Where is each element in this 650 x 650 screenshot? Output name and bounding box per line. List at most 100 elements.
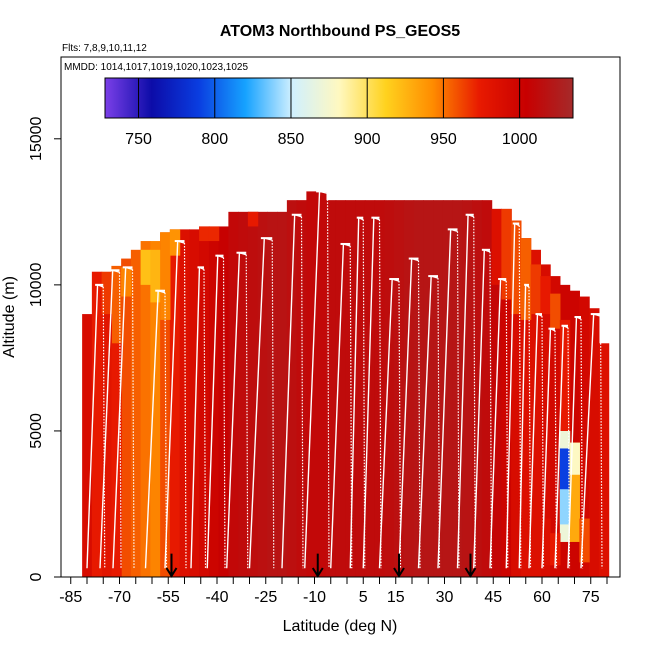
arrow-marker-head — [464, 567, 477, 578]
heatmap-column — [316, 191, 327, 577]
heatmap-column — [413, 200, 424, 577]
flight-profile-descent — [326, 193, 330, 569]
flight-profile-descent — [580, 318, 584, 569]
flight-profile-descent — [271, 240, 275, 569]
colorbar-tick-label: 850 — [278, 131, 305, 148]
colorbar-tick-label: 950 — [430, 131, 457, 148]
heatmap-cell — [569, 442, 580, 475]
heatmap-column — [189, 229, 200, 577]
y-tick-label: 15000 — [28, 116, 45, 161]
y-tick-label: 10000 — [28, 263, 45, 308]
x-tick-label: 75 — [582, 589, 600, 606]
arrow-marker-head — [311, 567, 324, 578]
heatmap-cell — [550, 293, 561, 329]
arrow-markers — [165, 553, 477, 578]
heatmap-cell — [101, 314, 112, 577]
flight-profile-descent — [164, 292, 168, 569]
flight-profile-descent — [203, 269, 207, 569]
heatmap-column — [598, 343, 610, 577]
heatmap-cell — [540, 518, 551, 566]
y-tick-label: 5000 — [28, 413, 45, 449]
heatmap-column — [140, 241, 151, 577]
heatmap-cell — [111, 343, 122, 577]
flight-profile-descent — [362, 219, 366, 569]
heatmap-cell — [160, 232, 171, 320]
x-tick-label: -85 — [59, 589, 82, 606]
flight-profile-descent — [567, 327, 571, 569]
heatmap-column — [423, 200, 434, 577]
heatmap-cell — [150, 249, 161, 303]
flight-profile-descent — [378, 219, 382, 569]
heatmap-column — [238, 211, 249, 577]
heatmap-column — [169, 229, 181, 577]
heatmap-column — [569, 290, 580, 577]
heatmap-column — [355, 200, 366, 577]
flight-profile-descent — [118, 272, 122, 569]
flight-profile-descent — [183, 243, 187, 569]
colorbar-tick-label: 1000 — [502, 131, 538, 148]
heatmap-cell — [569, 442, 580, 542]
x-tick-label: -55 — [157, 589, 180, 606]
heatmap-cell — [169, 229, 181, 256]
heatmap-cell — [491, 208, 502, 285]
flight-profile-descent — [222, 257, 226, 569]
colorbar-tick-label: 750 — [125, 131, 152, 148]
heatmap-column — [91, 271, 103, 577]
x-axis-label: Latitude (deg N) — [283, 618, 398, 635]
flight-profile-descent — [599, 316, 603, 569]
x-tick-label: -25 — [254, 589, 277, 606]
heatmap-column — [277, 211, 288, 577]
dates-annotation: MMDD: 1014,1017,1019,1020,1023,1025 — [64, 62, 248, 73]
x-tick-label: 30 — [436, 589, 454, 606]
colorbar: 750 800 850 900 950 1000 — [104, 77, 574, 148]
heatmap-cell — [501, 208, 512, 300]
flight-profile-descent — [131, 269, 135, 569]
heatmap-column — [150, 241, 161, 577]
heatmap-column — [530, 249, 541, 577]
heatmap-column — [540, 264, 551, 577]
heatmap-cell — [520, 238, 532, 320]
heatmap-cell — [559, 319, 571, 431]
heatmap-column — [511, 220, 522, 577]
x-tick-label: 45 — [484, 589, 502, 606]
y-tick-label: 0 — [28, 572, 45, 581]
heatmap-column — [481, 200, 493, 577]
heatmap-column — [335, 200, 346, 577]
heatmap-column — [403, 200, 415, 577]
heatmap-cell — [530, 264, 541, 315]
y-axis: 0 5000 10000 15000 — [28, 116, 61, 581]
chart-title: ATOM3 Northbound PS_GEOS5 — [220, 23, 460, 40]
heatmap-column — [579, 296, 590, 577]
heatmap-column — [82, 314, 93, 577]
heatmap-column — [472, 200, 483, 577]
x-tick-label: 5 — [359, 589, 368, 606]
x-axis: -85 -70 -55 -40 -25 -10 5 15 30 45 60 75 — [59, 577, 608, 606]
flight-profile-layer — [86, 190, 603, 569]
plot-frame — [60, 56, 621, 578]
heatmap-column — [462, 200, 473, 577]
flight-profile-descent — [456, 231, 460, 569]
heatmap-column — [286, 200, 298, 577]
heatmap-column — [208, 226, 220, 577]
heatmap-column — [433, 200, 444, 577]
heatmap-cell — [559, 489, 571, 525]
arrow-marker-head — [393, 567, 405, 578]
heatmap-cell — [140, 249, 151, 285]
heatmap-cell — [208, 226, 220, 242]
flight-profile-descent — [417, 260, 421, 569]
heatmap-cell — [540, 276, 551, 315]
heatmap-cell — [121, 267, 132, 297]
colorbar-gradient — [104, 77, 574, 119]
flight-profile-descent — [245, 254, 249, 569]
heatmap-column — [589, 308, 600, 577]
heatmap-cell — [559, 448, 571, 490]
colorbar-ticks: 750 800 850 900 950 1000 — [125, 78, 538, 148]
heatmap-cell — [579, 518, 590, 563]
flight-profile-descent — [437, 278, 441, 569]
heatmap-column — [364, 200, 376, 577]
heatmap-cell — [247, 211, 259, 227]
arrow-marker-head — [165, 567, 178, 578]
x-tick-label: 60 — [533, 589, 551, 606]
colorbar-tick-label: 900 — [354, 131, 381, 148]
